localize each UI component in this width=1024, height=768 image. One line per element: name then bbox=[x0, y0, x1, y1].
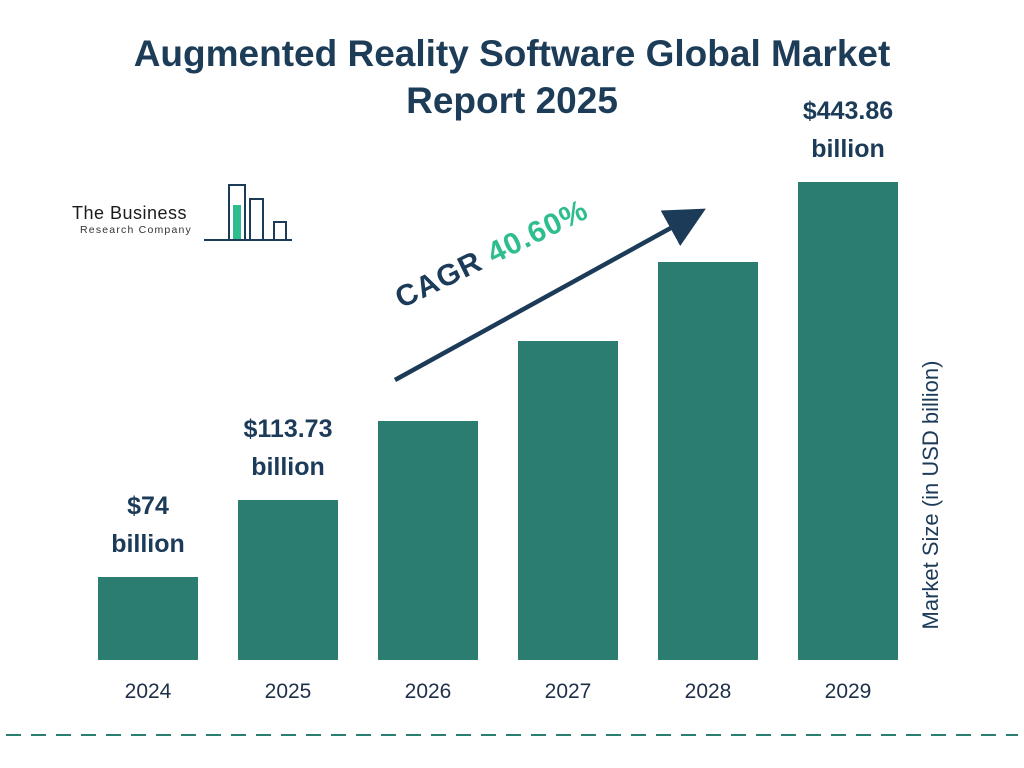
x-axis-label-2026: 2026 bbox=[404, 680, 452, 703]
bar-2029 bbox=[798, 182, 898, 660]
page-title-line1: Augmented Reality Software Global Market bbox=[133, 33, 891, 74]
page-title-line2: Report 2025 bbox=[406, 80, 618, 122]
x-axis-label-2029: 2029 bbox=[824, 680, 872, 703]
bar-chart: $74 billion 2024 $113.73 billion 2025 2026 2027… bbox=[98, 97, 908, 703]
x-axis-label-2027: 2027 bbox=[544, 680, 592, 703]
company-name: The Business bbox=[72, 203, 188, 224]
x-axis-label-2028: 2028 bbox=[684, 680, 732, 703]
bar-value-label-2024: $74 billion bbox=[111, 492, 185, 558]
company-logo: The Business Research Company bbox=[72, 182, 294, 246]
x-axis-label-2025: 2025 bbox=[264, 680, 312, 703]
page-title: Augmented Reality Software Global Market… bbox=[0, 30, 1024, 125]
bar-value-label-2029: $443.86 billion bbox=[802, 97, 894, 163]
bar-2025 bbox=[238, 500, 338, 660]
bar-2026 bbox=[378, 421, 478, 660]
bar-2027 bbox=[518, 341, 618, 660]
bottom-divider bbox=[6, 734, 1018, 736]
bar-value-label-2025: $113.73 billion bbox=[243, 415, 333, 481]
logo-bars-icon bbox=[204, 184, 292, 241]
bar-2024 bbox=[98, 577, 198, 660]
company-subname: Research Company bbox=[80, 223, 192, 236]
x-axis-label-2024: 2024 bbox=[124, 680, 172, 703]
y-axis-label: Market Size (in USD billion) bbox=[918, 360, 943, 630]
trend-arrow bbox=[393, 208, 706, 382]
company-logo-text: The Business Research Company bbox=[72, 203, 192, 246]
bar-2028 bbox=[658, 262, 758, 660]
